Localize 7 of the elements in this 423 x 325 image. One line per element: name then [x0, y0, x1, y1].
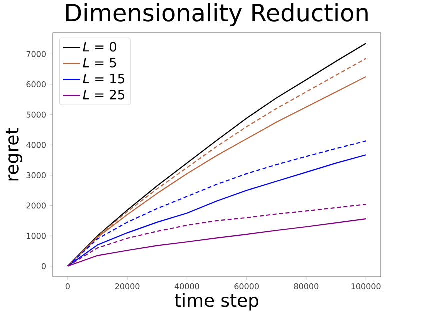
x-axis-title: time step [174, 293, 258, 311]
legend-label: L = 25 [83, 90, 124, 100]
chart-title: Dimensionality Reduction [66, 3, 368, 26]
legend-label: L = 5 [83, 58, 116, 68]
legend-label: L = 15 [83, 74, 124, 84]
legend-label: L = 0 [83, 42, 117, 52]
y-axis-title: regret [6, 128, 22, 181]
